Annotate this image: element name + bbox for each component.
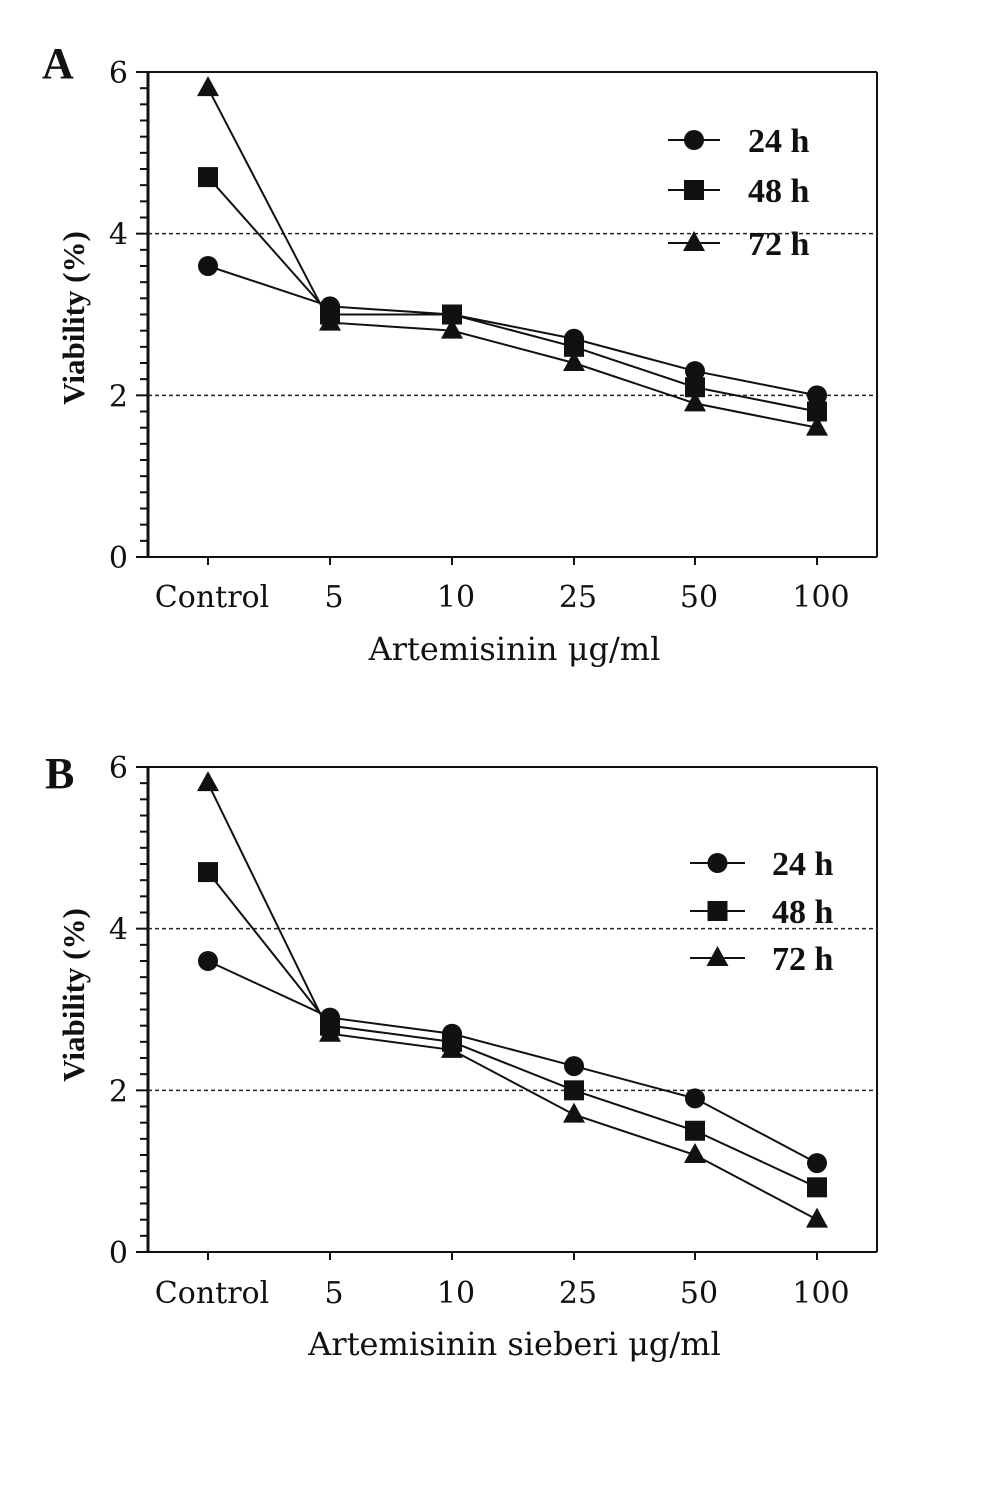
triangle-marker [441,1037,463,1058]
triangle-marker [806,415,828,436]
series-24h [198,951,827,1174]
legend-entry: 24 h [690,846,834,883]
panel-b: B 0 2 4 6 Control 5 10 25 50 100 Artemisinin sieber… [45,749,878,1363]
circle-marker [198,256,218,276]
legend-label: 24 h [772,846,834,883]
x-tick-label: 50 [680,1276,718,1311]
y-tick-label: 4 [109,218,128,253]
x-tick-label: 25 [559,580,597,615]
x-tick-label: Control [155,580,269,615]
y-tick-label: 0 [109,1236,128,1271]
triangle-marker [563,351,585,371]
circle-marker [707,853,728,873]
x-tick-label: 50 [680,580,718,615]
legend-label: 48 h [772,894,834,931]
triangle-marker [683,231,705,251]
square-marker [685,377,705,398]
square-marker [685,1120,705,1141]
square-marker [442,304,462,325]
square-marker [684,180,704,200]
triangle-marker [319,1021,341,1042]
series-line [207,960,818,1164]
panel-label: B [45,749,74,798]
triangle-marker [684,391,706,412]
legend-label: 72 h [748,226,810,263]
series-line [207,871,818,1189]
series-line [207,782,818,1221]
circle-marker [807,385,827,406]
triangle-marker [684,1143,706,1163]
circle-marker [685,1088,705,1109]
x-tick-label: 100 [792,1276,849,1311]
triangle-marker [197,76,219,97]
x-tick-label: 5 [324,580,343,615]
triangle-marker [319,310,341,331]
series-48h [198,167,827,422]
circle-marker [807,1153,827,1174]
square-marker [807,401,827,422]
triangle-marker [806,1207,828,1228]
y-tick-label: 2 [109,379,128,414]
y-tick-label: 2 [109,1074,128,1109]
circle-marker [684,130,704,150]
y-tick-label: 6 [109,56,128,91]
x-tick-label: 10 [437,1276,475,1311]
panel-label: A [42,39,74,88]
legend-label: 72 h [772,941,834,978]
legend-entry: 72 h [668,226,810,263]
series-line [207,87,818,429]
y-axis-label: Viability (%) [56,908,91,1082]
y-tick-label: 4 [109,913,128,948]
x-axis-label: Artemisinin sieberi μg/ml [307,1325,720,1363]
series-72h [197,771,828,1228]
legend-entry: 72 h [690,941,834,978]
square-marker [198,167,218,188]
square-marker [807,1177,827,1198]
legend-entry: 48 h [690,894,834,931]
legend-entry: 24 h [668,123,810,160]
legend-label: 48 h [748,173,810,210]
circle-marker [198,951,218,971]
x-axis-label: Artemisinin μg/ml [368,630,661,668]
circle-marker [685,361,705,382]
x-tick-label: 25 [559,1276,597,1311]
square-marker [707,901,728,921]
legend-label: 24 h [748,123,810,160]
square-marker [564,1080,584,1101]
triangle-marker [441,318,463,339]
panel-a: A 0 2 4 6 Control 5 10 25 50 100 Artemisinin μg/ml V… [42,39,878,668]
x-tick-label: 10 [437,580,475,615]
triangle-marker [197,771,219,792]
series-48h [198,862,827,1198]
square-marker [564,336,584,357]
series-line [207,176,818,413]
x-tick-label: 100 [792,580,849,615]
y-tick-label: 6 [109,751,128,786]
x-tick-label: Control [155,1276,269,1311]
legend-entry: 48 h [668,173,810,210]
series-72h [197,76,828,436]
series-line [207,265,818,397]
y-axis-label: Viability (%) [56,231,91,405]
circle-marker [564,1056,584,1077]
y-tick-label: 0 [109,541,128,576]
triangle-marker [706,946,729,966]
x-tick-label: 5 [324,1276,343,1311]
triangle-marker [563,1102,585,1123]
square-marker [198,862,218,883]
